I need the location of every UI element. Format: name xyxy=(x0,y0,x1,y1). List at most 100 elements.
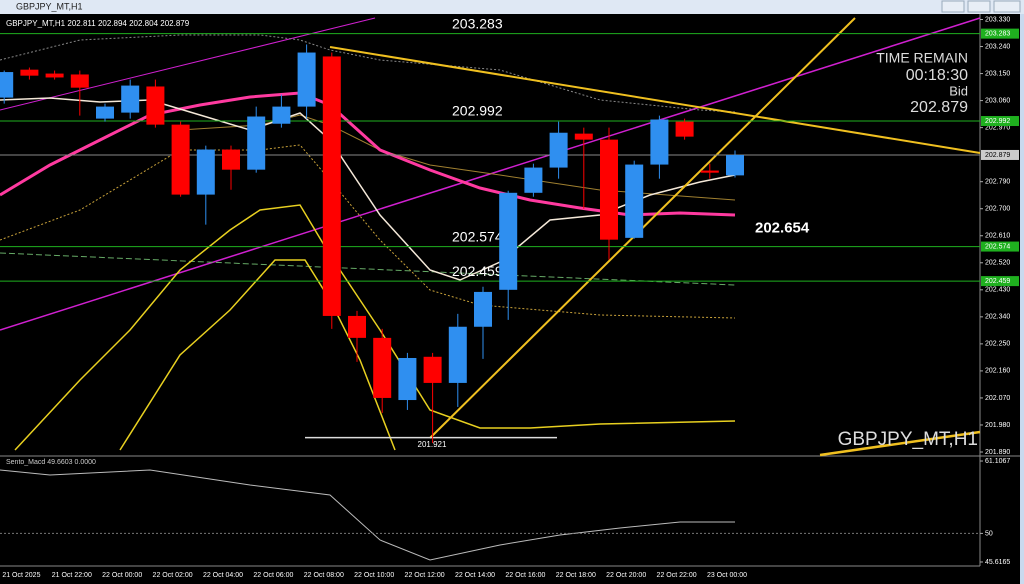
y-tick-label: 202.250 xyxy=(985,341,1010,348)
candle-body xyxy=(373,337,392,398)
level-box xyxy=(981,241,1019,252)
title-bar xyxy=(0,0,1024,14)
candle-body xyxy=(322,56,341,316)
chart-header: GBPJPY_MT,H1 202.811 202.894 202.804 202… xyxy=(6,19,190,28)
header-symbol: GBPJPY_MT,H1 xyxy=(6,19,66,28)
candle-body xyxy=(121,85,140,113)
indicator-tick-label: 61.1067 xyxy=(985,458,1010,465)
y-tick-label: 202.340 xyxy=(985,314,1010,321)
x-tick-label: 22 Oct 00:00 xyxy=(102,572,142,579)
candle-body xyxy=(171,124,190,195)
y-tick-label: 203.060 xyxy=(985,97,1010,104)
level-box xyxy=(981,116,1019,127)
timer-title: TIME REMAIN xyxy=(876,50,968,66)
candle-body xyxy=(499,192,518,290)
candle-body xyxy=(196,149,215,195)
candle-body xyxy=(222,149,240,170)
header-low: 202.804 xyxy=(129,19,158,28)
trend-line xyxy=(819,430,981,457)
x-tick-label: 22 Oct 02:00 xyxy=(153,572,193,579)
y-tick-label: 202.610 xyxy=(985,233,1010,240)
y-tick-label: 202.970 xyxy=(985,124,1010,131)
x-tick-label: 22 Oct 08:00 xyxy=(304,572,344,579)
minimize-button[interactable] xyxy=(941,0,965,13)
candle-body xyxy=(45,73,64,78)
candle-body xyxy=(297,52,316,107)
x-tick-label: 22 Oct 12:00 xyxy=(405,572,445,579)
level-label: 202.459 xyxy=(452,263,503,279)
header-high: 202.894 xyxy=(98,19,127,28)
candle-body xyxy=(549,132,568,168)
indicator-label: Sento_Macd 49.6603 0.0000 xyxy=(6,459,96,466)
lower-band xyxy=(14,204,736,451)
x-tick-label: 22 Oct 20:00 xyxy=(606,572,646,579)
y-tick-label: 202.790 xyxy=(985,179,1010,186)
indicator-tick-label: 50 xyxy=(985,530,993,537)
timer-bid: 202.879 xyxy=(910,99,968,116)
candle-body xyxy=(272,106,291,124)
ma-label: 202.654 xyxy=(755,220,810,237)
x-tick-label: 22 Oct 22:00 xyxy=(657,572,697,579)
header-close: 202.879 xyxy=(160,19,189,28)
candle-body xyxy=(20,69,39,76)
close-button[interactable] xyxy=(993,0,1021,13)
watermark: GBPJPY_MT,H1 xyxy=(838,429,978,450)
level-box xyxy=(981,28,1019,39)
candle-body xyxy=(524,167,543,193)
y-tick-label: 202.160 xyxy=(985,368,1010,375)
candle-body xyxy=(625,164,644,238)
candle-body xyxy=(726,154,744,176)
maximize-button[interactable] xyxy=(967,0,991,13)
candle-body xyxy=(600,139,618,240)
bid-axis-label: 202.879 xyxy=(985,152,1010,159)
y-tick-label: 202.070 xyxy=(985,395,1010,402)
y-tick-label: 203.150 xyxy=(985,70,1010,77)
level-label: 202.992 xyxy=(452,103,503,119)
level-axis-label: 202.992 xyxy=(985,118,1010,125)
trend-line xyxy=(329,46,981,154)
y-tick-label: 202.700 xyxy=(985,206,1010,213)
candle-body xyxy=(650,119,669,165)
y-tick-label: 203.330 xyxy=(985,16,1010,23)
x-tick-label: 23 Oct 00:00 xyxy=(707,572,747,579)
level-box xyxy=(981,276,1019,287)
y-tick-label: 201.890 xyxy=(985,449,1010,456)
level-label: 203.283 xyxy=(452,15,503,31)
candle-body xyxy=(675,121,694,137)
candle-body xyxy=(348,315,366,338)
candle-body xyxy=(474,291,492,327)
candle-body xyxy=(146,86,165,125)
x-tick-label: 22 Oct 06:00 xyxy=(253,572,293,579)
y-tick-label: 203.240 xyxy=(985,43,1010,50)
x-tick-label: 22 Oct 18:00 xyxy=(556,572,596,579)
y-tick-label: 202.520 xyxy=(985,260,1010,267)
x-tick-label: 22 Oct 16:00 xyxy=(505,572,545,579)
x-tick-label: 21 Oct 22:00 xyxy=(52,572,92,579)
candle-body xyxy=(700,170,719,173)
dashed-ma xyxy=(0,252,736,286)
x-tick-label: 21 Oct 2025 xyxy=(2,572,40,579)
header-open: 202.811 xyxy=(67,19,96,28)
candle-body xyxy=(398,357,417,401)
window-title: GBPJPY_MT,H1 xyxy=(16,1,83,11)
chart-area xyxy=(0,14,1020,584)
x-tick-label: 22 Oct 04:00 xyxy=(203,572,243,579)
y-tick-label: 202.430 xyxy=(985,287,1010,294)
candle-body xyxy=(70,74,89,88)
level-axis-label: 202.459 xyxy=(985,278,1010,285)
y-tick-label: 201.980 xyxy=(985,422,1010,429)
indicator-line xyxy=(0,469,735,561)
lower-band xyxy=(119,259,396,451)
candle-body xyxy=(0,72,14,98)
indicator-tick-label: 45.6165 xyxy=(985,559,1010,566)
candle-body xyxy=(574,133,593,140)
level-label: 202.574 xyxy=(452,228,503,244)
candle-body xyxy=(448,326,467,383)
x-tick-label: 22 Oct 10:00 xyxy=(354,572,394,579)
timer-time: 00:18:30 xyxy=(906,67,968,84)
level-axis-label: 202.574 xyxy=(985,243,1010,250)
marks: 203.330 203.240 203.150 203.060 202.970 202.7… xyxy=(0,15,1019,579)
dotted-band xyxy=(0,34,736,113)
bid-box xyxy=(981,149,1019,160)
